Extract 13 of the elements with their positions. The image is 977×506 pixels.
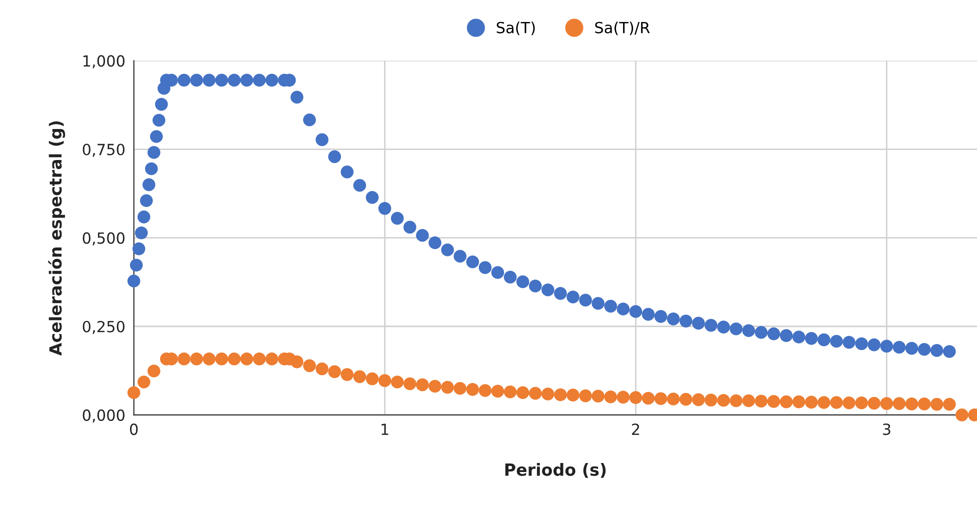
x-tick-label: 1: [382, 424, 388, 435]
x-tick-label: 0: [130, 424, 138, 436]
y-axis-title: Aceleración espectral (g): [48, 121, 66, 356]
y-tick-label: 0,500: [82, 232, 124, 246]
y-tick-label: 0,000: [82, 409, 124, 422]
x-axis-title: Periodo (s): [505, 463, 606, 478]
legend-label: Sa(T): [496, 22, 535, 36]
y-tick-label: 0,750: [82, 144, 124, 157]
legend-label: Sa(T)/R: [595, 22, 650, 36]
y-tick-label: 1,000: [83, 55, 124, 68]
x-tick-label: 2: [632, 424, 640, 435]
x-tick-label: 3: [882, 424, 890, 436]
y-tick-label: 0,250: [82, 320, 124, 334]
